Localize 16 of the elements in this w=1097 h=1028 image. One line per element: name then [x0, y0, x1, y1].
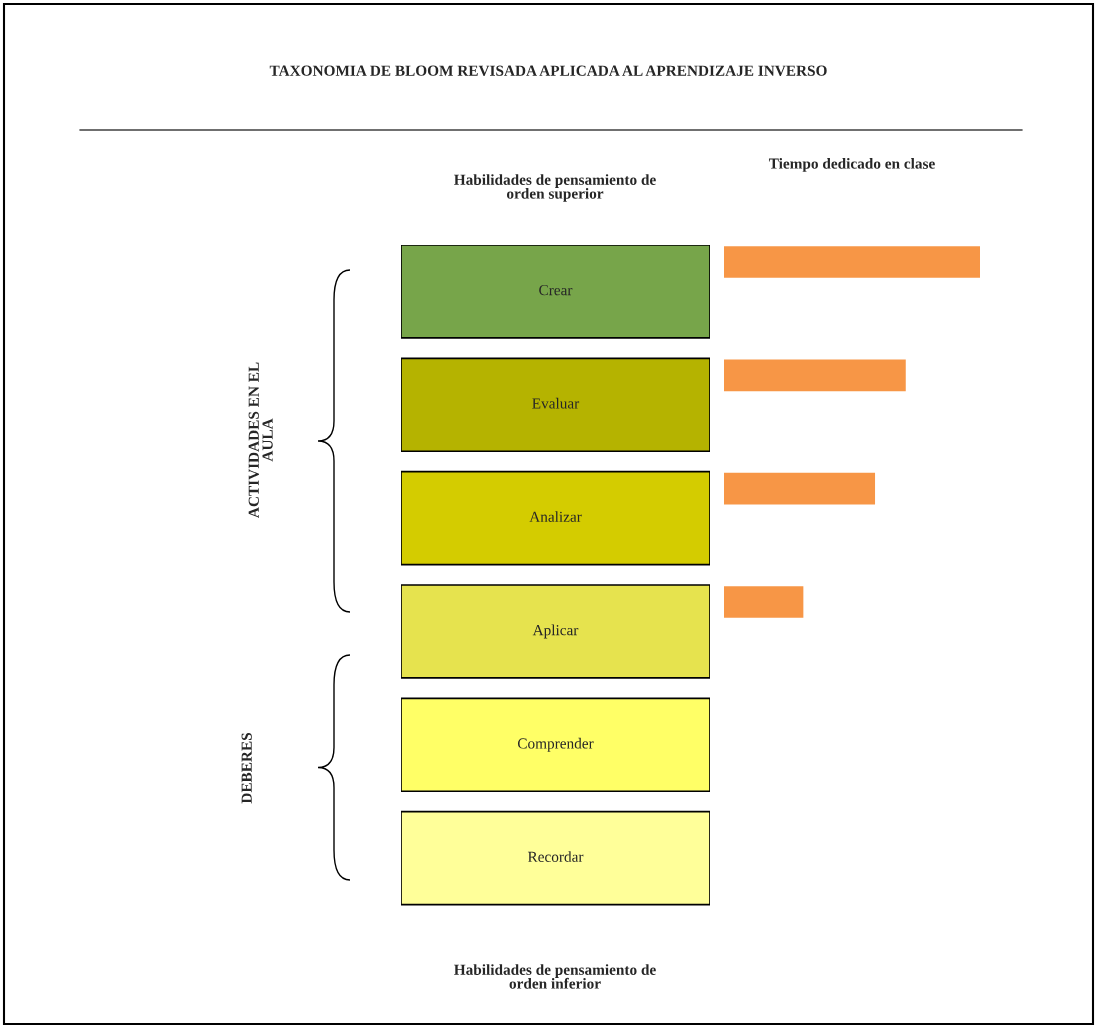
text: ACTIVIDADES EN EL AULA [248, 362, 273, 518]
x-axis-title: Tiempo dedicado en clase [768, 158, 935, 172]
y-tick-label: Analizar [529, 511, 582, 522]
y-tick-label: Aplicar [532, 624, 579, 639]
text: DEBERES [241, 732, 252, 804]
bar [724, 472, 876, 505]
y-tick-label: Comprender [517, 737, 594, 752]
bar [724, 359, 906, 392]
y-tick-label: Crear [539, 285, 573, 296]
text: Habilidades de pensamiento de orden superior [454, 174, 656, 202]
bar [724, 586, 804, 618]
y-tick-label: Recordar [527, 851, 584, 862]
text: TAXONOMIA DE BLOOM REVISADA APLICADA AL APRENDIZAJE INVERSO [269, 65, 827, 76]
y-tick-label: Evaluar [532, 397, 580, 409]
bar [724, 246, 980, 278]
text: Habilidades de pensamiento de orden inferior [454, 964, 656, 989]
